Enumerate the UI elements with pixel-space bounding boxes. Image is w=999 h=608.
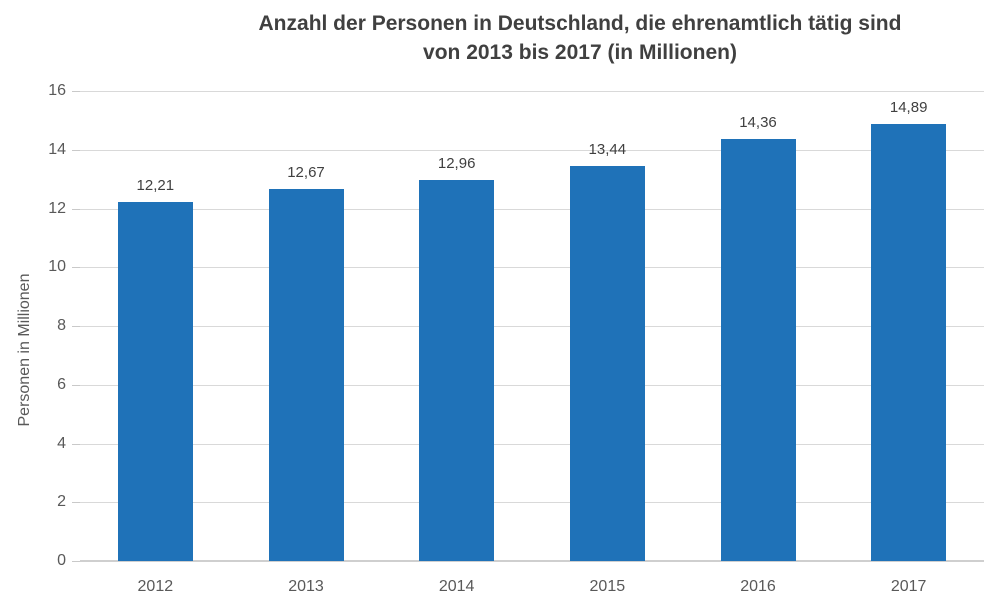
x-tick-label: 2017 — [890, 578, 927, 595]
x-tick-label: 2014 — [438, 578, 475, 595]
gridline — [80, 267, 984, 269]
plot-area: 12,21 12,67 12,96 13,44 14,36 14,89 — [72, 91, 984, 562]
x-tick-label: 2012 — [137, 578, 174, 595]
chart-title-line-1: Anzahl der Personen in Deutschland, die … — [258, 12, 902, 35]
y-tick-label: 8 — [57, 317, 66, 334]
y-axis-tick — [72, 208, 80, 210]
bar-value-label: 12,67 — [287, 163, 325, 181]
y-axis-tick — [72, 267, 80, 269]
chart-title: Anzahl der Personen in Deutschland, die … — [161, 9, 999, 67]
y-axis-tick — [72, 149, 80, 151]
y-tick-label: 12 — [48, 199, 66, 217]
bar-2016 — [720, 139, 796, 561]
y-tick-label: 6 — [57, 375, 66, 393]
x-tick-label: 2015 — [589, 578, 626, 595]
x-tick-label: 2013 — [288, 578, 324, 595]
gridline — [80, 91, 984, 92]
x-tick-label: 2016 — [740, 578, 776, 595]
bar-value-label: 14,36 — [739, 114, 777, 132]
bar-value-label: 12,96 — [437, 155, 476, 173]
y-tick-label: 0 — [57, 552, 66, 569]
y-tick-label: 14 — [48, 140, 66, 158]
y-tick-label: 10 — [48, 258, 66, 276]
gridline — [80, 208, 984, 210]
bar-value-label: 14,89 — [889, 98, 928, 116]
bar-2015 — [569, 166, 645, 561]
y-axis-tick — [72, 326, 80, 327]
bar-2013 — [268, 188, 344, 561]
y-axis-tick — [72, 502, 80, 504]
y-tick-label: 4 — [57, 434, 66, 452]
gridline — [80, 384, 984, 386]
bar-2017 — [871, 123, 947, 561]
gridline — [80, 502, 984, 504]
y-axis-tick — [72, 561, 80, 562]
chart-title-line-2: von 2013 bis 2017 (in Millionen) — [423, 41, 737, 64]
bar-2012 — [117, 202, 193, 561]
bar-value-label: 13,44 — [588, 141, 627, 159]
gridline — [80, 326, 984, 327]
x-axis-baseline — [80, 560, 984, 562]
gridline — [80, 149, 984, 151]
y-tick-label: 16 — [48, 82, 66, 99]
bar-2014 — [419, 180, 495, 561]
y-axis-tick — [72, 443, 80, 445]
y-axis-title: Personen in Millionen — [16, 273, 33, 427]
y-axis-tick — [72, 91, 80, 92]
y-tick-label: 2 — [57, 493, 66, 511]
gridline — [80, 443, 984, 445]
bar-value-label: 12,21 — [136, 177, 175, 195]
y-axis-tick — [72, 384, 80, 386]
